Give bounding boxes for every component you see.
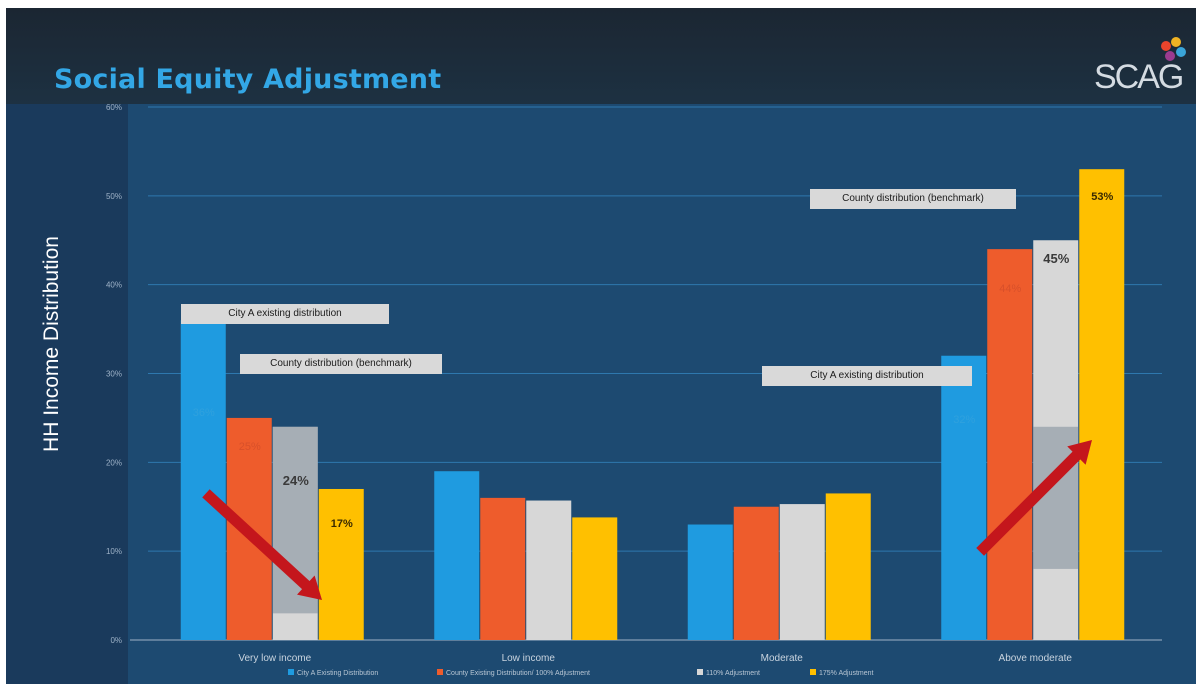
bar [825,493,871,640]
y-tick-label: 40% [106,281,122,290]
up-arrow-shaft [976,447,1085,556]
bar [180,320,226,640]
bar [572,517,618,640]
data-label: 17% [331,518,353,530]
data-label: 44% [999,283,1021,295]
bar [318,488,364,640]
x-tick-label: Low income [502,653,556,664]
header-band [6,8,1196,104]
legend-swatch [810,669,816,675]
callout-annotation: County distribution (benchmark) [240,354,442,374]
legend-label: 110% Adjustment [706,670,760,677]
scag-logo-text: SCAG [1094,58,1184,96]
bar [941,355,987,640]
legend-label: County Existing Distribution/ 100% Adjus… [446,670,590,677]
y-tick-label: 60% [106,103,122,112]
down-arrow-shaft [202,489,314,593]
x-tick-label: Moderate [761,653,804,664]
x-tick-label: Very low income [238,653,311,664]
up-arrow-head [1067,440,1092,465]
bar [480,497,526,640]
data-label: 36% [193,407,215,419]
legend-label: 175% Adjustment [819,670,874,677]
legend-swatch [288,669,294,675]
scag-logo-icon [1161,37,1186,61]
bar [1079,169,1125,640]
data-label: 53% [1091,191,1113,203]
bar [733,506,779,640]
data-label: 24% [283,473,309,488]
y-tick-label: 20% [106,458,122,467]
data-label: 45% [1043,251,1069,266]
bar [434,471,480,640]
y-tick-label: 0% [110,636,122,645]
bar [687,524,733,640]
callout-annotation: County distribution (benchmark) [810,189,1016,209]
legend-label: City A Existing Distribution [297,670,378,677]
bar [526,500,572,640]
x-tick-label: Above moderate [999,653,1073,664]
data-label: 32% [953,414,975,426]
data-label: 25% [239,441,261,453]
down-arrow-head [297,575,322,600]
y-tick-label: 50% [106,192,122,201]
slide-title: Social Equity Adjustment [54,64,442,95]
legend-swatch [437,669,443,675]
bar [987,249,1033,640]
bar [779,504,825,640]
legend-swatch [697,669,703,675]
y-tick-label: 10% [106,547,122,556]
y-tick-label: 30% [106,370,122,379]
callout-annotation: City A existing distribution [762,366,972,386]
callout-annotation: City A existing distribution [181,304,389,324]
